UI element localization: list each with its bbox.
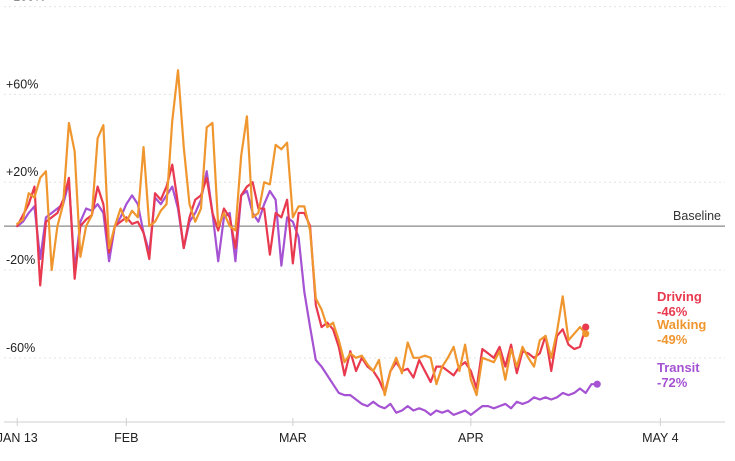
series-layer: [16, 69, 601, 416]
end-labels: Driving-46%Walking-49% Transit-72%: [657, 289, 706, 390]
legend-name-transit: Transit: [657, 360, 700, 375]
baseline-label: Baseline: [673, 209, 721, 223]
end-point-driving: [582, 323, 590, 331]
grid-layer: +100% +60% +20% -20% -60%: [4, 0, 725, 359]
x-tick-label: FEB: [114, 431, 138, 445]
end-point-walking: [582, 330, 590, 338]
x-tick-label: JAN 13: [0, 431, 38, 445]
x-tick-label: MAR: [279, 431, 307, 445]
x-axis: JAN 13 FEB MAR APR MAY 4: [0, 418, 725, 445]
y-tick-label: -20%: [6, 253, 35, 267]
x-tick-label: MAY 4: [642, 431, 678, 445]
y-tick-label: -60%: [6, 341, 35, 355]
series-line-walking: [16, 69, 587, 397]
y-tick-label: +100%: [6, 0, 45, 4]
y-tick-label: +20%: [6, 165, 38, 179]
legend-value-driving: -46%: [657, 304, 688, 319]
legend-name-driving: Driving: [657, 289, 702, 304]
legend-name-walking: Walking: [657, 317, 706, 332]
end-point-transit: [593, 380, 601, 388]
x-tick-label: APR: [458, 431, 484, 445]
y-tick-label: +60%: [6, 77, 38, 91]
legend-value-transit: -72%: [657, 375, 688, 390]
baseline-layer: Baseline: [4, 209, 725, 227]
legend-value-walking: -49%: [657, 332, 688, 347]
